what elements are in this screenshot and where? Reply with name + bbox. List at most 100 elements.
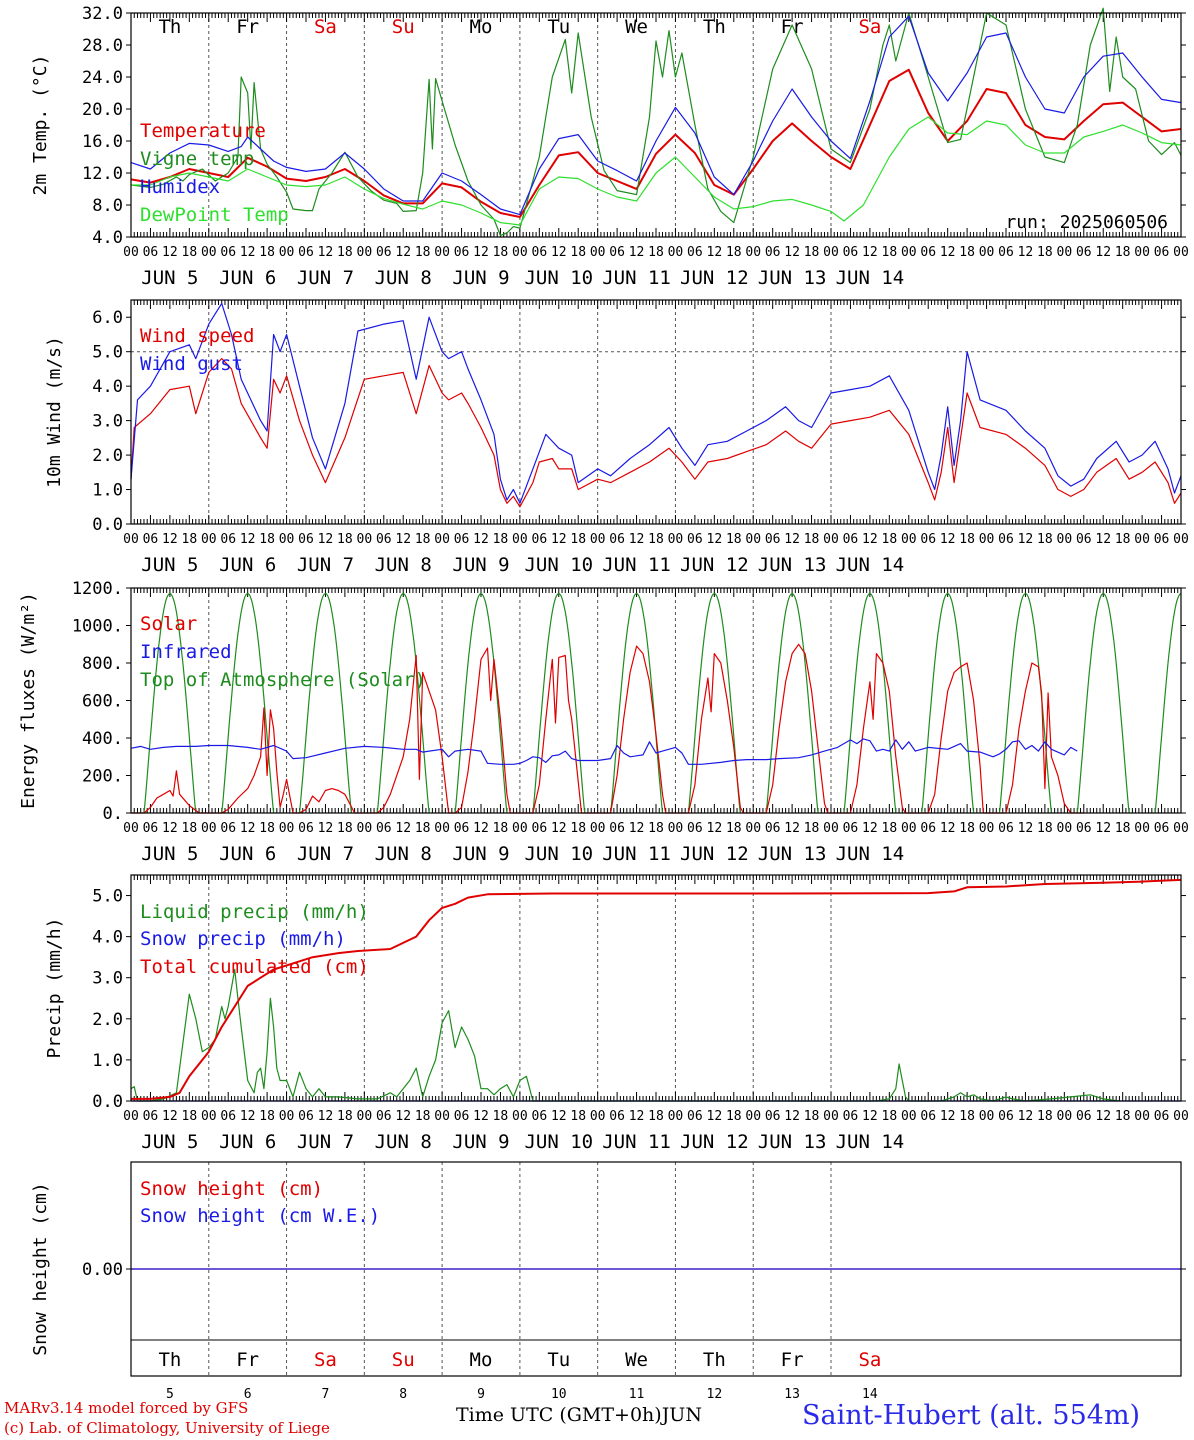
date-label: JUN 13	[758, 843, 827, 865]
hour-tick-label: 06	[609, 532, 625, 547]
hour-tick-label: 06	[920, 821, 936, 836]
run-annotation: run: 2025060506	[1005, 212, 1168, 233]
hour-tick-label: 00	[123, 245, 139, 260]
hour-tick-label: 00	[979, 532, 995, 547]
date-label: JUN 9	[452, 267, 509, 289]
y-tick-label: 28.0	[82, 36, 123, 56]
hour-tick-label: 00	[745, 1109, 761, 1124]
hour-tick-label: 18	[959, 532, 975, 547]
hour-tick-label: 12	[940, 532, 956, 547]
hour-tick-label: 06	[687, 821, 703, 836]
date-label: JUN 14	[836, 554, 905, 576]
hour-tick-label: 18	[726, 245, 742, 260]
day-number-label: 13	[784, 1387, 800, 1402]
series-line	[130, 7, 1182, 236]
y-tick-label: 0.00	[82, 1260, 123, 1280]
hour-tick-label: 00	[201, 245, 217, 260]
legend-entry: Solar	[140, 613, 197, 635]
hour-tick-label: 06	[454, 1109, 470, 1124]
panel-1: 4.0 8.0 12.0 16.0 20.0 24.0 28.0 32.0 2m Temp. (…	[30, 4, 1189, 289]
hour-tick-label: 12	[629, 1109, 645, 1124]
weekday-label: Fr	[781, 1349, 804, 1371]
hour-tick-label: 00	[512, 532, 528, 547]
hour-tick-label: 18	[726, 1109, 742, 1124]
date-label: JUN 6	[219, 554, 276, 576]
hour-tick-label: 00	[434, 1109, 450, 1124]
hour-tick-label: 00	[123, 821, 139, 836]
hour-tick-label: 00	[745, 532, 761, 547]
series-line	[130, 358, 1182, 508]
hour-tick-label: 12	[1018, 532, 1034, 547]
date-label: JUN 11	[602, 1131, 671, 1153]
hour-tick-label: 06	[220, 532, 236, 547]
hour-tick-label: 06	[687, 532, 703, 547]
hour-tick-label: 06	[532, 821, 548, 836]
series-line	[130, 302, 1182, 504]
hour-tick-label: 18	[1037, 821, 1053, 836]
hour-tick-label: 06	[843, 1109, 859, 1124]
hour-tick-label: 00	[668, 532, 684, 547]
hour-tick-label: 06	[687, 1109, 703, 1124]
date-label: JUN 14	[836, 843, 905, 865]
date-label: JUN 5	[141, 843, 198, 865]
hour-tick-label: 00	[590, 1109, 606, 1124]
y-axis-label: Snow height (cm)	[30, 1182, 51, 1355]
date-label: JUN 12	[680, 1131, 749, 1153]
hour-tick-label: 12	[784, 821, 800, 836]
hour-tick-label: 18	[882, 245, 898, 260]
hour-tick-label: 06	[765, 532, 781, 547]
hour-tick-label: 12	[629, 245, 645, 260]
date-label: JUN 13	[758, 554, 827, 576]
date-label: JUN 11	[602, 843, 671, 865]
hour-tick-label: 06	[143, 532, 159, 547]
hour-tick-label: 00	[1173, 532, 1189, 547]
day-number-label: 6	[244, 1387, 252, 1402]
date-label: JUN 9	[452, 554, 509, 576]
hour-tick-label: 00	[434, 821, 450, 836]
hour-tick-label: 18	[259, 821, 275, 836]
hour-tick-label: 06	[1154, 532, 1170, 547]
y-tick-label: 2.0	[92, 1010, 123, 1030]
y-tick-label: 600.	[82, 692, 123, 712]
hour-tick-label: 06	[998, 532, 1014, 547]
date-label: JUN 10	[524, 554, 593, 576]
legend-entry: DewPoint Temp	[140, 204, 289, 226]
weekday-label: Su	[392, 16, 415, 38]
hour-tick-label: 12	[162, 245, 178, 260]
hour-tick-label: 06	[376, 245, 392, 260]
hour-tick-label: 18	[648, 532, 664, 547]
y-tick-label: 0.0	[92, 1092, 123, 1112]
hour-tick-label: 18	[337, 821, 353, 836]
series-line	[131, 116, 1182, 226]
y-tick-label: 4.0	[92, 928, 123, 948]
hour-tick-label: 18	[570, 821, 586, 836]
date-label: JUN 10	[524, 843, 593, 865]
hour-tick-label: 12	[707, 245, 723, 260]
hour-tick-label: 00	[979, 245, 995, 260]
hour-tick-label: 00	[1057, 821, 1073, 836]
hour-tick-label: 12	[473, 532, 489, 547]
hour-tick-label: 12	[784, 1109, 800, 1124]
y-tick-label: 24.0	[82, 68, 123, 88]
hour-tick-label: 06	[1076, 1109, 1092, 1124]
hour-tick-label: 00	[1134, 245, 1150, 260]
date-label: JUN 5	[141, 267, 198, 289]
y-tick-label: 4.0	[92, 377, 123, 397]
hour-tick-label: 00	[745, 821, 761, 836]
y-axis-label: Energy fluxes (W/m²)	[18, 592, 39, 809]
hour-tick-label: 06	[1154, 1109, 1170, 1124]
hour-tick-label: 06	[1076, 245, 1092, 260]
hour-tick-label: 06	[920, 245, 936, 260]
hour-tick-label: 18	[959, 1109, 975, 1124]
hour-tick-label: 06	[1154, 821, 1170, 836]
hour-tick-label: 12	[551, 245, 567, 260]
date-label: JUN 12	[680, 554, 749, 576]
hour-tick-label: 00	[1057, 1109, 1073, 1124]
hour-tick-label: 12	[395, 1109, 411, 1124]
legend-entry: Infrared	[140, 641, 232, 663]
hour-tick-label: 18	[959, 821, 975, 836]
hour-tick-label: 00	[823, 1109, 839, 1124]
hour-tick-label: 18	[1115, 532, 1131, 547]
y-tick-label: 0.0	[92, 515, 123, 535]
hour-tick-label: 00	[1173, 1109, 1189, 1124]
